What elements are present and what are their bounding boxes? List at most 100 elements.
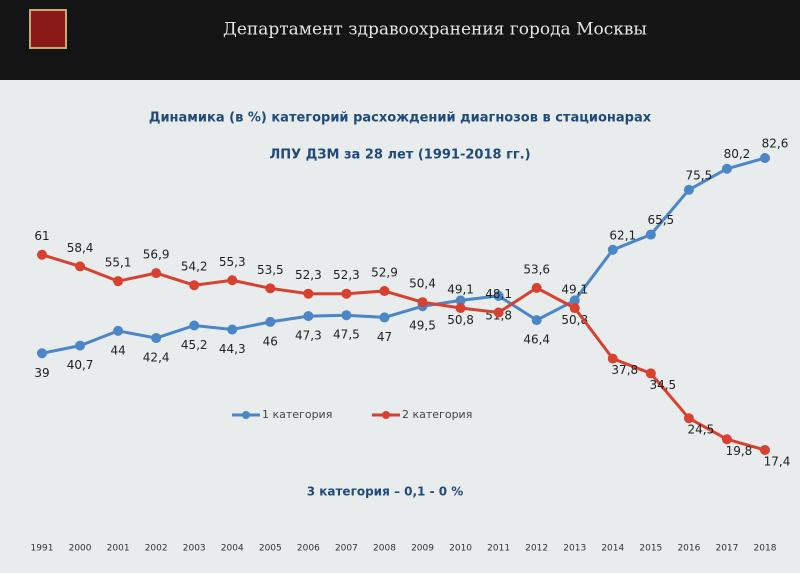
- legend-label: 1 категория: [262, 408, 332, 421]
- legend-label: 2 категория: [402, 408, 472, 421]
- data-label: 49,5: [409, 319, 436, 333]
- x-tick-label: 2018: [754, 544, 777, 554]
- data-point: [37, 348, 47, 359]
- data-point: [683, 413, 694, 424]
- data-label: 62,1: [609, 228, 636, 242]
- data-point: [303, 288, 314, 299]
- data-label: 52,9: [371, 266, 398, 280]
- data-point: [645, 368, 656, 379]
- x-tick-label: 2007: [335, 544, 358, 554]
- data-point: [379, 312, 390, 323]
- x-tick-label: 2013: [563, 544, 586, 554]
- data-label: 40,7: [67, 358, 94, 372]
- data-point: [417, 297, 428, 308]
- x-tick-label: 2000: [69, 544, 92, 554]
- data-point: [113, 325, 124, 336]
- x-tick-label: 2017: [715, 544, 738, 554]
- data-label: 50,8: [447, 313, 474, 327]
- data-point: [493, 290, 504, 301]
- logo: [29, 9, 67, 49]
- data-label: 55,3: [219, 255, 246, 269]
- data-point: [531, 282, 542, 293]
- legend-marker: [382, 411, 390, 419]
- x-tick-label: 2003: [183, 544, 206, 554]
- data-point: [151, 333, 162, 344]
- x-tick-label: 2002: [145, 544, 168, 554]
- data-label: 53,5: [257, 263, 284, 277]
- data-label: 50,4: [409, 277, 436, 291]
- data-point: [341, 310, 352, 321]
- data-label: 53,6: [523, 262, 550, 276]
- x-tick-label: 2010: [449, 544, 472, 554]
- chart-title: Динамика (в %) категорий расхождений диа…: [149, 111, 652, 126]
- data-point: [189, 280, 200, 291]
- data-label: 24,5: [688, 423, 715, 437]
- x-tick-label: 2009: [411, 544, 434, 554]
- x-tick-label: 2006: [297, 544, 320, 554]
- x-tick-label: 2016: [677, 544, 700, 554]
- data-point: [303, 311, 314, 322]
- data-label: 39: [34, 366, 49, 380]
- data-point: [607, 244, 618, 255]
- x-tick-label: 2004: [221, 544, 244, 554]
- data-point: [113, 276, 124, 287]
- data-point: [569, 295, 580, 306]
- data-label: 46,4: [523, 333, 550, 347]
- x-tick-label: 2011: [487, 544, 510, 554]
- legend-marker: [242, 411, 250, 419]
- data-point: [683, 184, 694, 195]
- data-point: [531, 315, 542, 326]
- data-label: 48,1: [485, 287, 512, 301]
- data-label: 52,3: [295, 268, 322, 282]
- data-point: [227, 324, 238, 335]
- data-point: [265, 283, 276, 294]
- chart-subtitle: ЛПУ ДЗМ за 28 лет (1991-2018 гг.): [269, 148, 530, 163]
- x-tick-label: 2001: [107, 544, 130, 554]
- data-label: 54,2: [181, 260, 208, 274]
- data-point: [607, 353, 618, 364]
- data-label: 37,8: [611, 363, 638, 377]
- series-line: [41, 253, 766, 452]
- data-label: 58,4: [67, 241, 94, 255]
- data-label: 61: [34, 229, 49, 243]
- data-label: 80,2: [724, 147, 751, 161]
- data-label: 47,3: [295, 329, 322, 343]
- data-point: [455, 295, 466, 306]
- data-label: 55,1: [105, 256, 132, 270]
- data-label: 47,5: [333, 328, 360, 342]
- data-point: [341, 288, 352, 299]
- data-label: 42,4: [143, 351, 170, 365]
- data-label: 45,2: [181, 338, 208, 352]
- data-label: 82,6: [762, 137, 789, 151]
- x-tick-label: 2008: [373, 544, 396, 554]
- data-point: [721, 434, 732, 445]
- data-label: 47: [377, 330, 392, 344]
- annotation: 3 категория – 0,1 - 0 %: [307, 485, 464, 499]
- header-title: Департамент здравоохранения города Москв…: [223, 20, 647, 40]
- data-label: 44: [110, 343, 125, 357]
- data-point: [379, 286, 390, 297]
- data-point: [227, 275, 238, 286]
- data-point: [569, 303, 580, 314]
- data-label: 34,5: [649, 378, 676, 392]
- data-point: [189, 320, 200, 331]
- data-point: [265, 316, 276, 327]
- data-point: [721, 163, 732, 174]
- x-tick-label: 2005: [259, 544, 282, 554]
- data-point: [151, 268, 162, 279]
- data-point: [645, 229, 656, 240]
- data-point: [75, 261, 86, 272]
- data-point: [760, 445, 770, 455]
- header-bar: [0, 0, 800, 80]
- data-label: 17,4: [764, 455, 791, 469]
- x-tick-label: 2015: [639, 544, 662, 554]
- x-tick-label: 1991: [31, 544, 54, 554]
- data-label: 19,8: [726, 444, 753, 458]
- x-tick-label: 2012: [525, 544, 548, 554]
- data-label: 65,5: [647, 213, 674, 227]
- data-label: 49,1: [561, 283, 588, 297]
- data-point: [75, 340, 86, 351]
- data-point: [493, 307, 504, 318]
- data-label: 49,1: [447, 283, 474, 297]
